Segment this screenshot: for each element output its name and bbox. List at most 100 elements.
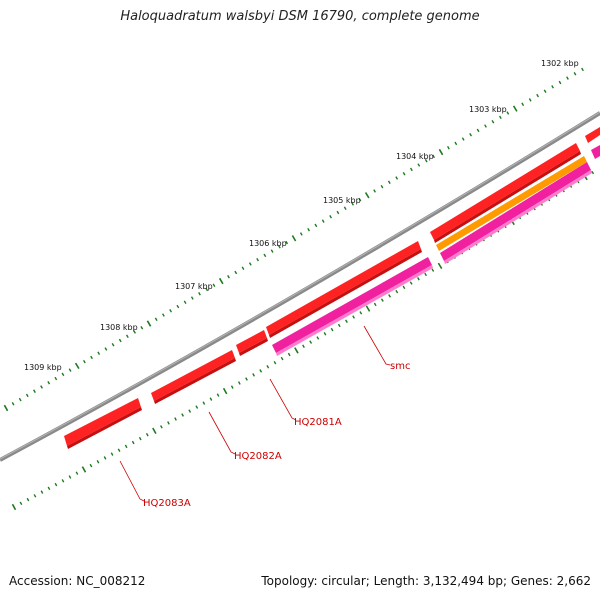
outer-scale-tick xyxy=(212,283,216,288)
outer-scale-tick xyxy=(234,270,238,275)
inner-scale-tick xyxy=(330,327,334,332)
scale-label-1304: 1304 kbp xyxy=(396,152,434,161)
outer-scale-tick xyxy=(484,124,487,128)
inner-scale-tick xyxy=(402,285,406,290)
outer-scale-tick xyxy=(198,292,201,296)
outer-scale-tick xyxy=(263,253,267,258)
inner-scale-tick xyxy=(359,311,363,315)
inner-scale-tick xyxy=(181,413,185,417)
gene-block-hq2081a-shade xyxy=(239,338,268,356)
gene-block-red-1-shade xyxy=(269,249,422,338)
outer-scale-tick xyxy=(321,219,325,223)
outer-scale-tick xyxy=(380,184,384,189)
leader-hq2083a xyxy=(119,460,145,502)
outer-scale-tick xyxy=(205,287,209,292)
outer-scale-tick xyxy=(329,215,333,219)
scale-label-1307: 1307 kbp xyxy=(175,282,213,291)
outer-scale-tick xyxy=(90,355,93,360)
scale-label-1303: 1303 kbp xyxy=(469,105,507,114)
inner-scale-tick xyxy=(409,281,413,285)
inner-scale-tick xyxy=(380,298,384,302)
gene-block-hq2082a xyxy=(151,350,235,401)
inner-scale-tick xyxy=(252,373,256,377)
inner-scale-tick xyxy=(259,369,263,373)
outer-scale-tick xyxy=(424,158,428,163)
inner-scale-tick xyxy=(124,444,128,449)
gene-label-smc: smc xyxy=(390,361,410,372)
outer-tick-marks xyxy=(3,67,584,412)
gene-label-hq2081a: HQ2081A xyxy=(294,417,342,428)
outer-scale-tick xyxy=(417,163,421,167)
inner-scale-tick xyxy=(337,323,341,328)
scale-label-1308: 1308 kbp xyxy=(100,323,138,332)
inner-scale-tick xyxy=(117,448,121,452)
outer-scale-tick xyxy=(176,304,180,309)
outer-scale-tick xyxy=(476,128,480,133)
outer-scale-tick xyxy=(74,362,80,370)
inner-scale-tick xyxy=(373,302,377,307)
gene-block-smc-shade xyxy=(276,265,433,356)
inner-scale-tick xyxy=(388,294,391,298)
inner-scale-tick xyxy=(68,475,72,479)
inner-scale-tick xyxy=(222,387,228,395)
outer-scale-tick xyxy=(218,277,224,285)
outer-scale-tick xyxy=(536,93,540,98)
inner-scale-tick xyxy=(131,440,135,445)
inner-scale-tick xyxy=(195,405,199,409)
outer-scale-tick xyxy=(299,232,303,236)
scale-label-1302: 1302 kbp xyxy=(541,59,579,68)
outer-scale-tick xyxy=(512,105,518,112)
outer-scale-tick xyxy=(566,76,569,80)
scale-label-1309: 1309 kbp xyxy=(24,363,62,372)
inner-scale-tick xyxy=(145,432,149,437)
inner-scale-tick xyxy=(26,497,30,502)
inner-scale-tick xyxy=(287,352,291,357)
gene-block-pink-2 xyxy=(440,162,591,261)
outer-scale-tick xyxy=(270,249,274,253)
outer-scale-tick xyxy=(241,266,245,270)
inner-scale-tick xyxy=(11,503,17,511)
gene-block-pink-3 xyxy=(591,145,600,159)
inner-scale-tick xyxy=(47,486,51,491)
outer-scale-tick xyxy=(11,402,15,406)
genome-summary-text: Topology: circular; Length: 3,132,494 bp… xyxy=(261,574,591,588)
outer-scale-tick xyxy=(3,404,9,412)
outer-scale-tick xyxy=(387,180,391,185)
outer-scale-tick xyxy=(33,389,36,393)
outer-scale-tick xyxy=(133,330,137,334)
inner-scale-tick xyxy=(40,490,44,494)
inner-scale-tick xyxy=(316,336,320,340)
outer-scale-tick xyxy=(395,176,399,180)
outer-scale-tick xyxy=(97,351,101,355)
inner-scale-tick xyxy=(202,401,206,405)
gene-block-orange xyxy=(436,156,587,251)
gene-block-hq2081a xyxy=(236,330,267,353)
inner-scale-tick xyxy=(188,409,192,413)
outer-scale-tick xyxy=(277,245,281,249)
gene-blocks xyxy=(64,127,600,449)
outer-scale-tick xyxy=(111,343,115,347)
outer-scale-tick xyxy=(551,85,555,89)
gene-block-pink-2-shade xyxy=(444,170,592,264)
label-leaders xyxy=(119,325,391,502)
outer-scale-tick xyxy=(506,111,510,115)
inner-scale-tick xyxy=(81,466,87,473)
inner-scale-tick xyxy=(431,268,435,272)
inner-scale-tick xyxy=(61,479,65,483)
outer-scale-tick xyxy=(104,347,108,351)
outer-scale-tick xyxy=(227,275,230,279)
outer-scale-tick xyxy=(146,320,152,327)
inner-scale-tick xyxy=(416,277,420,281)
inner-scale-tick xyxy=(273,360,277,365)
outer-scale-tick xyxy=(47,381,51,385)
outer-scale-tick xyxy=(248,262,252,266)
outer-scale-tick xyxy=(498,115,502,120)
inner-scale-tick xyxy=(96,460,100,464)
outer-scale-tick xyxy=(25,393,29,398)
inner-scale-tick xyxy=(54,482,58,487)
outer-scale-tick xyxy=(543,89,547,93)
outer-scale-tick xyxy=(491,119,495,124)
outer-scale-tick xyxy=(82,359,86,364)
inner-scale-tick xyxy=(591,170,595,175)
